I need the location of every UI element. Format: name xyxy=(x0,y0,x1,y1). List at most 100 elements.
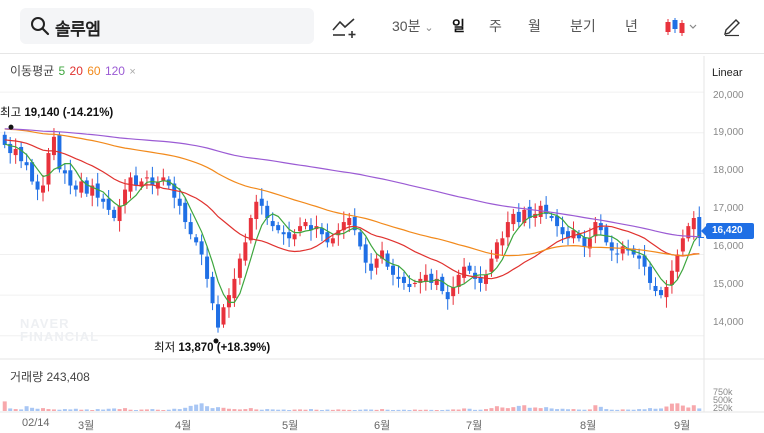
candle-body xyxy=(407,283,412,287)
volume-bar xyxy=(276,409,281,411)
ma-5: 5 xyxy=(58,64,66,78)
candle-body xyxy=(19,146,24,162)
volume-bar xyxy=(489,408,494,411)
period-quarter[interactable]: 분기 xyxy=(570,18,596,34)
candle-body xyxy=(418,278,423,283)
moving-average-legend[interactable]: 이동평균 5 20 60 120 × xyxy=(10,62,137,79)
y-tick-label: 14,000 xyxy=(713,317,744,328)
candle-body xyxy=(615,253,620,255)
volume-bar xyxy=(434,410,439,411)
ma-20: 20 xyxy=(69,64,83,78)
volume-bar xyxy=(24,406,29,411)
candle-body xyxy=(161,177,166,181)
volume-bar xyxy=(347,409,352,411)
candle-body xyxy=(243,242,248,261)
volume-bar xyxy=(538,408,543,411)
volume-bar xyxy=(199,403,204,411)
volume-bar xyxy=(341,409,346,411)
candle-body xyxy=(544,204,549,214)
candle-body xyxy=(254,201,259,220)
volume-bar xyxy=(533,407,538,411)
volume-bar xyxy=(566,409,571,411)
chevron-down-icon: ⌄ xyxy=(424,22,434,34)
stock-search-box[interactable]: 솔루엠 xyxy=(20,8,314,44)
candle-body xyxy=(287,232,292,239)
candle-body xyxy=(483,274,488,284)
volume-bar xyxy=(522,405,527,411)
draw-line-icon[interactable] xyxy=(332,16,358,38)
period-day[interactable]: 일 xyxy=(452,18,465,34)
candle-body xyxy=(571,230,576,239)
candle-body xyxy=(8,143,13,154)
volume-bar xyxy=(691,405,696,411)
low-label: 최저 xyxy=(154,342,176,354)
low-annotation: 최저 13,870 (+18.39%) xyxy=(154,339,270,355)
scale-mode-toggle[interactable]: Linear xyxy=(712,67,743,79)
volume-bar xyxy=(560,408,565,411)
volume-bar xyxy=(259,409,264,411)
volume-bar xyxy=(412,409,417,411)
volume-bar xyxy=(593,405,598,411)
volume-bar xyxy=(423,409,428,411)
moving-averages xyxy=(4,128,700,303)
volume-bar xyxy=(8,408,13,411)
candle-body xyxy=(478,276,483,283)
x-tick-label: 8월 xyxy=(580,420,597,432)
candle-body xyxy=(642,255,647,267)
candle-body xyxy=(330,238,335,244)
candle-body xyxy=(555,215,560,227)
candle-body xyxy=(46,153,51,185)
volume-bar xyxy=(582,409,587,411)
search-icon xyxy=(31,17,50,36)
pencil-icon[interactable] xyxy=(722,17,742,37)
candle-body xyxy=(456,274,461,287)
period-30min[interactable]: 30분 ⌄ xyxy=(392,16,434,36)
period-year[interactable]: 년 xyxy=(625,18,638,34)
volume-bar xyxy=(292,409,297,411)
candle-body xyxy=(237,258,242,278)
close-icon[interactable]: × xyxy=(129,66,136,78)
candle-body xyxy=(123,189,128,205)
volume-bar xyxy=(106,408,111,411)
candle-body xyxy=(325,232,330,243)
volume-bar xyxy=(298,409,303,411)
candle-body xyxy=(440,276,445,292)
volume-bar xyxy=(462,408,467,411)
volume-bar xyxy=(418,409,423,411)
period-week[interactable]: 주 xyxy=(489,18,502,34)
volume-bar xyxy=(358,409,363,411)
volume-bar xyxy=(254,409,259,411)
volume-bar xyxy=(500,407,505,411)
volume-bar xyxy=(13,409,18,411)
volume-bar xyxy=(101,409,106,411)
candle-body xyxy=(270,221,275,227)
y-tick-label: 15,000 xyxy=(713,279,744,290)
volume-bar xyxy=(166,409,171,411)
candle-body xyxy=(259,198,264,206)
low-marker xyxy=(213,338,219,344)
high-label: 최고 xyxy=(0,107,22,119)
candle-body xyxy=(139,181,144,187)
candlestick-chart-type-icon[interactable] xyxy=(664,17,698,37)
candle-body xyxy=(648,266,653,283)
candle-body xyxy=(183,202,188,223)
current-price-tag: 16,420 xyxy=(701,223,754,239)
period-month[interactable]: 월 xyxy=(528,18,541,34)
candle-body xyxy=(423,274,428,282)
volume-bar xyxy=(226,408,231,411)
volume-bar xyxy=(281,409,286,411)
volume-bar xyxy=(686,407,691,411)
candle-body xyxy=(675,254,680,272)
candle-body xyxy=(396,276,401,279)
candle-body xyxy=(303,222,308,227)
candle-body xyxy=(429,273,434,283)
volume-bar xyxy=(41,408,46,411)
y-tick-label: 19,000 xyxy=(713,127,744,138)
watermark-line-1: NAVER xyxy=(20,316,70,331)
candle-body xyxy=(489,258,494,272)
volume-bar xyxy=(505,408,510,411)
volume-bar xyxy=(188,405,193,411)
volume-bar xyxy=(549,408,554,411)
naver-financial-watermark: NAVER FINANCIAL xyxy=(20,317,99,343)
